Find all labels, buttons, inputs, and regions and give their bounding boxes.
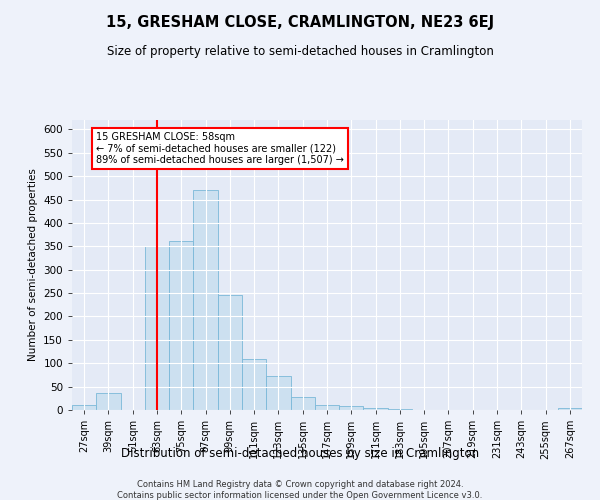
Text: Contains public sector information licensed under the Open Government Licence v3: Contains public sector information licen… bbox=[118, 491, 482, 500]
Bar bbox=[145, 246, 169, 410]
Bar bbox=[96, 392, 121, 410]
Bar bbox=[193, 190, 218, 410]
Bar bbox=[266, 376, 290, 410]
Bar bbox=[558, 408, 582, 410]
Bar bbox=[290, 398, 315, 410]
Y-axis label: Number of semi-detached properties: Number of semi-detached properties bbox=[28, 168, 38, 362]
Bar bbox=[364, 408, 388, 410]
Text: 15 GRESHAM CLOSE: 58sqm
← 7% of semi-detached houses are smaller (122)
89% of se: 15 GRESHAM CLOSE: 58sqm ← 7% of semi-det… bbox=[96, 132, 344, 165]
Bar bbox=[72, 406, 96, 410]
Bar bbox=[169, 240, 193, 410]
Text: Contains HM Land Registry data © Crown copyright and database right 2024.: Contains HM Land Registry data © Crown c… bbox=[137, 480, 463, 489]
Bar bbox=[218, 296, 242, 410]
Text: Distribution of semi-detached houses by size in Cramlington: Distribution of semi-detached houses by … bbox=[121, 448, 479, 460]
Text: 15, GRESHAM CLOSE, CRAMLINGTON, NE23 6EJ: 15, GRESHAM CLOSE, CRAMLINGTON, NE23 6EJ bbox=[106, 15, 494, 30]
Bar bbox=[242, 360, 266, 410]
Text: Size of property relative to semi-detached houses in Cramlington: Size of property relative to semi-detach… bbox=[107, 45, 493, 58]
Bar bbox=[339, 406, 364, 410]
Bar bbox=[315, 405, 339, 410]
Bar bbox=[388, 409, 412, 410]
